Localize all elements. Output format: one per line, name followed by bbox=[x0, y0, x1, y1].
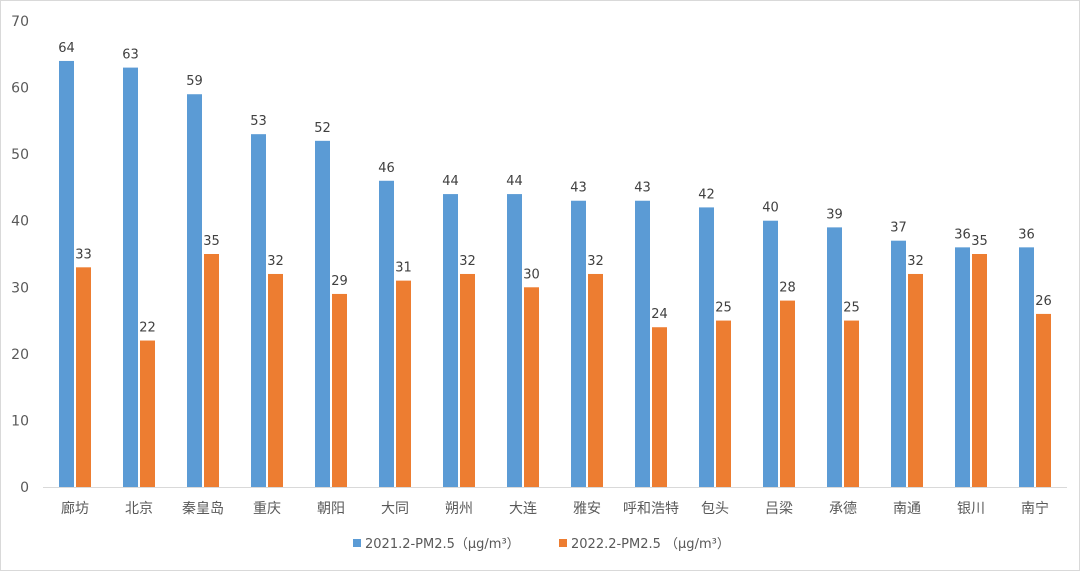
data-label: 44 bbox=[506, 174, 523, 189]
data-label: 28 bbox=[779, 281, 796, 296]
bar-series-2 bbox=[652, 327, 667, 487]
data-label: 53 bbox=[250, 114, 267, 129]
bar-series-1 bbox=[571, 200, 586, 487]
bar-series-2 bbox=[524, 287, 539, 487]
bar-series-1 bbox=[635, 200, 650, 487]
bar-series-1 bbox=[955, 247, 970, 487]
y-axis: 0 10 20 30 40 50 60 70 bbox=[11, 14, 29, 496]
bar-series-1 bbox=[187, 94, 202, 487]
bar-series-2 bbox=[908, 273, 923, 487]
data-label: 36 bbox=[1018, 227, 1035, 242]
bar-series-1 bbox=[59, 60, 74, 487]
bar-series-2 bbox=[396, 280, 411, 487]
legend-swatch bbox=[353, 539, 361, 547]
category-label: 雅安 bbox=[573, 501, 601, 517]
category-label: 重庆 bbox=[253, 501, 281, 517]
data-label: 31 bbox=[395, 261, 412, 276]
category-label: 朝阳 bbox=[317, 501, 345, 517]
category-label: 银川 bbox=[957, 501, 985, 517]
data-label: 43 bbox=[570, 181, 587, 196]
y-tick-label: 70 bbox=[11, 14, 29, 30]
y-tick-label: 20 bbox=[11, 347, 29, 363]
y-tick-label: 60 bbox=[11, 81, 29, 97]
category-label: 包头 bbox=[701, 501, 729, 517]
category-label: 大连 bbox=[509, 501, 537, 517]
data-label: 35 bbox=[971, 234, 988, 249]
bar-series-2 bbox=[76, 267, 91, 487]
bar-series-2 bbox=[716, 320, 731, 487]
data-label: 39 bbox=[826, 207, 843, 222]
bars bbox=[59, 60, 1051, 488]
data-label: 59 bbox=[186, 74, 203, 89]
bar-series-2 bbox=[1036, 313, 1051, 487]
x-axis: 廊坊 北京 秦皇岛 重庆 朝阳 大同 朔州 大连 雅安 呼和浩特 包头 吕梁 承德 南通 银川 南宁 bbox=[61, 500, 1049, 517]
bar-series-1 bbox=[507, 194, 522, 488]
bar-series-2 bbox=[844, 320, 859, 487]
bar-series-2 bbox=[588, 273, 603, 487]
category-label: 呼和浩特 bbox=[623, 501, 679, 517]
data-label: 26 bbox=[1035, 294, 1052, 309]
data-label: 52 bbox=[314, 121, 331, 136]
data-label: 40 bbox=[762, 201, 779, 216]
bar-series-2 bbox=[268, 273, 283, 487]
data-label: 44 bbox=[442, 174, 459, 189]
bar-series-1 bbox=[699, 207, 714, 487]
data-label: 32 bbox=[459, 254, 476, 269]
bar-series-2 bbox=[780, 300, 795, 487]
bar-series-1 bbox=[443, 194, 458, 488]
y-tick-label: 50 bbox=[11, 147, 29, 163]
data-label: 46 bbox=[378, 161, 395, 176]
category-label: 吕梁 bbox=[765, 501, 793, 517]
data-label: 32 bbox=[907, 254, 924, 269]
data-label: 63 bbox=[122, 48, 139, 63]
bar-series-1 bbox=[123, 67, 138, 487]
legend-swatch bbox=[559, 539, 567, 547]
data-label: 25 bbox=[843, 301, 860, 316]
category-label: 秦皇岛 bbox=[182, 501, 224, 517]
data-label: 43 bbox=[634, 181, 651, 196]
bar-series-1 bbox=[315, 140, 330, 488]
bar-series-1 bbox=[251, 134, 266, 487]
data-label: 35 bbox=[203, 234, 220, 249]
category-label: 南宁 bbox=[1021, 500, 1049, 517]
bar-series-1 bbox=[827, 227, 842, 487]
y-tick-label: 30 bbox=[11, 280, 29, 296]
data-label: 32 bbox=[267, 254, 284, 269]
data-label: 33 bbox=[75, 247, 92, 262]
data-label: 42 bbox=[698, 187, 715, 202]
y-tick-label: 0 bbox=[20, 480, 29, 496]
bar-series-1 bbox=[763, 220, 778, 487]
bar-series-2 bbox=[972, 254, 987, 487]
category-label: 承德 bbox=[829, 501, 857, 517]
category-label: 朔州 bbox=[445, 501, 473, 517]
data-label: 30 bbox=[523, 267, 540, 282]
data-label: 64 bbox=[58, 41, 75, 56]
category-label: 北京 bbox=[125, 501, 153, 517]
data-label: 22 bbox=[139, 321, 156, 336]
bar-series-2 bbox=[332, 293, 347, 487]
data-label: 29 bbox=[331, 274, 348, 289]
category-label: 南通 bbox=[893, 501, 921, 517]
data-label: 36 bbox=[954, 227, 971, 242]
data-label: 24 bbox=[651, 307, 668, 322]
category-label: 廊坊 bbox=[61, 500, 89, 517]
bar-series-1 bbox=[379, 180, 394, 487]
bar-series-2 bbox=[460, 273, 475, 487]
legend-label: 2022.2-PM2.5 （μg/m³） bbox=[571, 537, 730, 552]
data-label: 32 bbox=[587, 254, 604, 269]
bar-series-1 bbox=[891, 240, 906, 487]
legend-label: 2021.2-PM2.5（μg/m³） bbox=[365, 537, 520, 552]
bar-series-2 bbox=[140, 340, 155, 487]
data-label: 37 bbox=[890, 221, 907, 236]
bar-series-2 bbox=[204, 254, 219, 487]
data-label: 25 bbox=[715, 301, 732, 316]
data-labels: 64 33 63 22 59 35 53 32 52 29 46 31 44 32 44 30 43 32 43 24… bbox=[58, 41, 1052, 336]
y-tick-label: 10 bbox=[11, 413, 29, 429]
legend: 2021.2-PM2.5（μg/m³） 2022.2-PM2.5 （μg/m³） bbox=[353, 537, 730, 552]
bar-series-1 bbox=[1019, 247, 1034, 487]
category-label: 大同 bbox=[381, 501, 409, 517]
y-tick-label: 40 bbox=[11, 214, 29, 230]
